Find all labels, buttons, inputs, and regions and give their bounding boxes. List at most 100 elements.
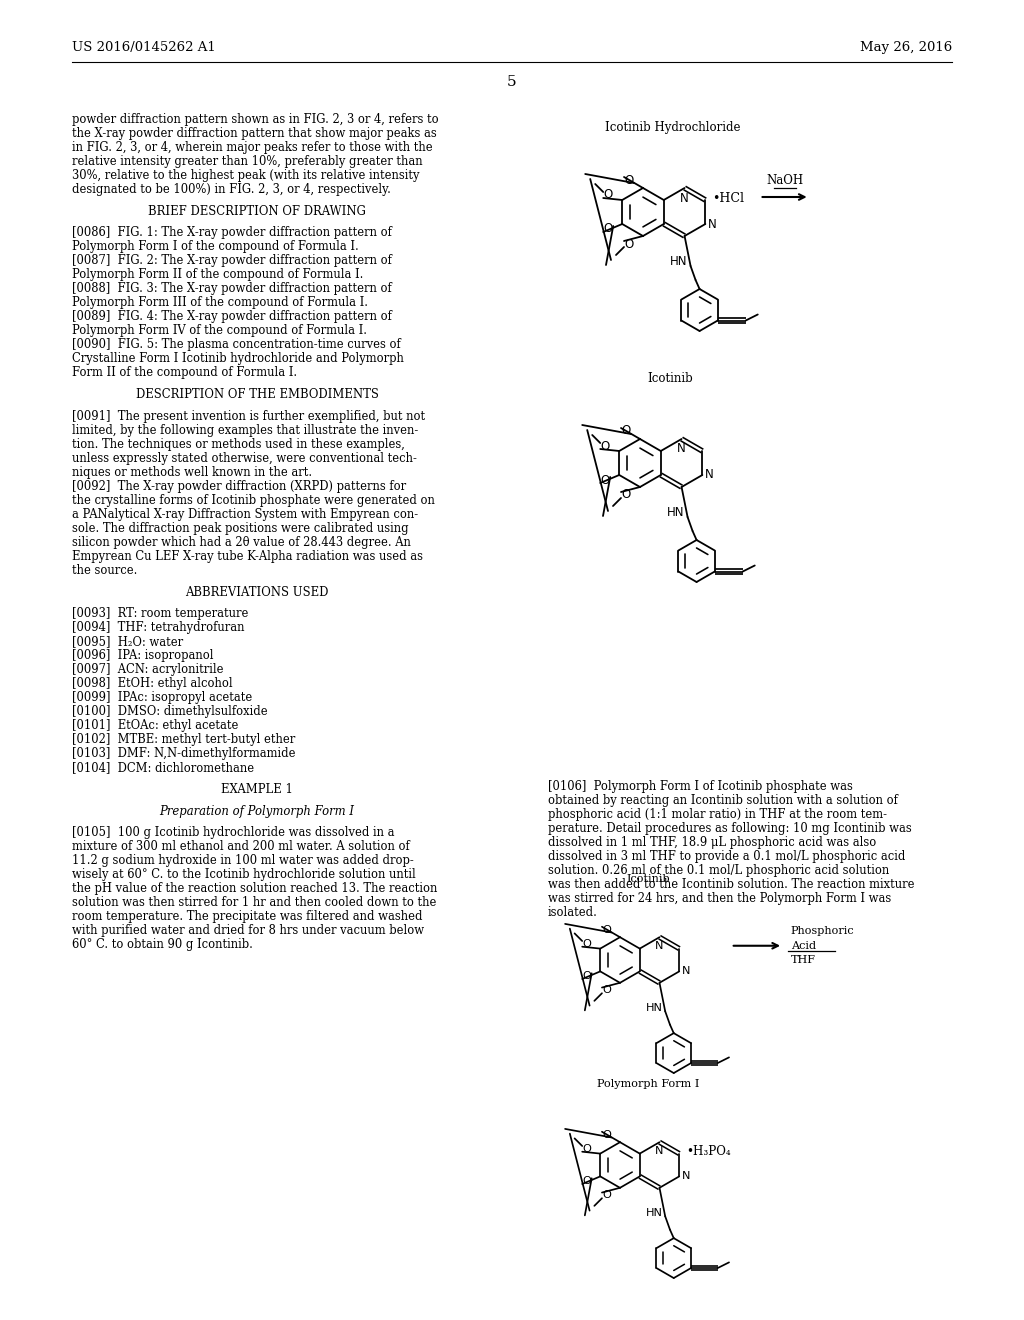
Text: [0093]  RT: room temperature: [0093] RT: room temperature — [72, 607, 249, 620]
Text: the crystalline forms of Icotinib phosphate were generated on: the crystalline forms of Icotinib phosph… — [72, 494, 435, 507]
Text: [0102]  MTBE: methyl tert-butyl ether: [0102] MTBE: methyl tert-butyl ether — [72, 733, 295, 746]
Text: wisely at 60° C. to the Icotinib hydrochloride solution until: wisely at 60° C. to the Icotinib hydroch… — [72, 869, 416, 882]
Text: Polymorph Form II of the compound of Formula I.: Polymorph Form II of the compound of For… — [72, 268, 364, 281]
Text: phosphoric acid (1:1 molar ratio) in THF at the room tem-: phosphoric acid (1:1 molar ratio) in THF… — [548, 808, 887, 821]
Text: N: N — [680, 191, 689, 205]
Text: BRIEF DESCRIPTION OF DRAWING: BRIEF DESCRIPTION OF DRAWING — [148, 205, 366, 218]
Text: [0101]  EtOAc: ethyl acetate: [0101] EtOAc: ethyl acetate — [72, 719, 239, 733]
Text: was then added to the Icontinib solution. The reaction mixture: was then added to the Icontinib solution… — [548, 878, 914, 891]
Text: Polymorph Form IV of the compound of Formula I.: Polymorph Form IV of the compound of For… — [72, 325, 367, 338]
Text: THF: THF — [791, 956, 815, 965]
Text: in FIG. 2, 3, or 4, wherein major peaks refer to those with the: in FIG. 2, 3, or 4, wherein major peaks … — [72, 141, 432, 154]
Text: HN: HN — [667, 506, 685, 519]
Text: 60° C. to obtain 90 g Icontinib.: 60° C. to obtain 90 g Icontinib. — [72, 939, 253, 952]
Text: [0091]  The present invention is further exemplified, but not: [0091] The present invention is further … — [72, 409, 425, 422]
Text: N: N — [655, 941, 664, 950]
Text: Icotinib Hydrochloride: Icotinib Hydrochloride — [605, 120, 740, 133]
Text: Crystalline Form I Icotinib hydrochloride and Polymorph: Crystalline Form I Icotinib hydrochlorid… — [72, 352, 403, 366]
Text: Polymorph Form I: Polymorph Form I — [597, 1080, 699, 1089]
Text: [0094]  THF: tetrahydrofuran: [0094] THF: tetrahydrofuran — [72, 622, 245, 634]
Text: obtained by reacting an Icontinib solution with a solution of: obtained by reacting an Icontinib soluti… — [548, 795, 898, 807]
Text: [0087]  FIG. 2: The X-ray powder diffraction pattern of: [0087] FIG. 2: The X-ray powder diffract… — [72, 255, 392, 268]
Text: O: O — [601, 440, 610, 453]
Text: solution. 0.26 ml of the 0.1 mol/L phosphoric acid solution: solution. 0.26 ml of the 0.1 mol/L phosp… — [548, 865, 889, 876]
Text: [0099]  IPAc: isopropyl acetate: [0099] IPAc: isopropyl acetate — [72, 692, 252, 704]
Text: O: O — [625, 173, 634, 186]
Text: Polymorph Form I of the compound of Formula I.: Polymorph Form I of the compound of Form… — [72, 240, 358, 253]
Text: was stirred for 24 hrs, and then the Polymorph Form I was: was stirred for 24 hrs, and then the Pol… — [548, 892, 891, 906]
Text: [0096]  IPA: isopropanol: [0096] IPA: isopropanol — [72, 649, 213, 663]
Text: [0098]  EtOH: ethyl alcohol: [0098] EtOH: ethyl alcohol — [72, 677, 232, 690]
Text: N: N — [677, 442, 686, 455]
Text: HN: HN — [645, 1208, 663, 1218]
Text: Form II of the compound of Formula I.: Form II of the compound of Formula I. — [72, 367, 297, 379]
Text: mixture of 300 ml ethanol and 200 ml water. A solution of: mixture of 300 ml ethanol and 200 ml wat… — [72, 841, 410, 853]
Text: [0086]  FIG. 1: The X-ray powder diffraction pattern of: [0086] FIG. 1: The X-ray powder diffract… — [72, 227, 392, 239]
Text: NaOH: NaOH — [766, 174, 803, 187]
Text: O: O — [625, 238, 634, 251]
Text: tion. The techniques or methods used in these examples,: tion. The techniques or methods used in … — [72, 438, 404, 451]
Text: room temperature. The precipitate was filtered and washed: room temperature. The precipitate was fi… — [72, 911, 423, 923]
Text: O: O — [583, 1176, 592, 1187]
Text: ABBREVIATIONS USED: ABBREVIATIONS USED — [185, 586, 329, 598]
Text: O: O — [583, 939, 592, 949]
Text: [0106]  Polymorph Form I of Icotinib phosphate was: [0106] Polymorph Form I of Icotinib phos… — [548, 780, 853, 793]
Text: O: O — [622, 425, 631, 437]
Text: dissolved in 1 ml THF, 18.9 μL phosphoric acid was also: dissolved in 1 ml THF, 18.9 μL phosphori… — [548, 836, 877, 849]
Text: solution was then stirred for 1 hr and then cooled down to the: solution was then stirred for 1 hr and t… — [72, 896, 436, 909]
Text: Empyrean Cu LEF X-ray tube K-Alpha radiation was used as: Empyrean Cu LEF X-ray tube K-Alpha radia… — [72, 550, 423, 562]
Text: DESCRIPTION OF THE EMBODIMENTS: DESCRIPTION OF THE EMBODIMENTS — [135, 388, 379, 401]
Text: niques or methods well known in the art.: niques or methods well known in the art. — [72, 466, 312, 479]
Text: HN: HN — [645, 1003, 663, 1014]
Text: the source.: the source. — [72, 564, 137, 577]
Text: N: N — [655, 1146, 664, 1155]
Text: [0088]  FIG. 3: The X-ray powder diffraction pattern of: [0088] FIG. 3: The X-ray powder diffract… — [72, 282, 392, 296]
Text: Acid: Acid — [791, 941, 816, 950]
Text: [0104]  DCM: dichloromethane: [0104] DCM: dichloromethane — [72, 762, 254, 775]
Text: O: O — [603, 189, 612, 202]
Text: N: N — [682, 966, 690, 977]
Text: O: O — [601, 474, 610, 487]
Text: •HCl: •HCl — [713, 191, 744, 205]
Text: Polymorph Form III of the compound of Formula I.: Polymorph Form III of the compound of Fo… — [72, 297, 368, 309]
Text: Phosphoric: Phosphoric — [791, 927, 854, 936]
Text: Icotinib: Icotinib — [627, 874, 671, 884]
Text: 30%, relative to the highest peak (with its relative intensity: 30%, relative to the highest peak (with … — [72, 169, 420, 182]
Text: US 2016/0145262 A1: US 2016/0145262 A1 — [72, 41, 216, 54]
Text: O: O — [602, 986, 611, 995]
Text: [0097]  ACN: acrylonitrile: [0097] ACN: acrylonitrile — [72, 663, 223, 676]
Text: [0089]  FIG. 4: The X-ray powder diffraction pattern of: [0089] FIG. 4: The X-ray powder diffract… — [72, 310, 392, 323]
Text: O: O — [583, 1144, 592, 1154]
Text: O: O — [603, 223, 612, 235]
Text: Icotinib: Icotinib — [647, 371, 693, 384]
Text: [0092]  The X-ray powder diffraction (XRPD) patterns for: [0092] The X-ray powder diffraction (XRP… — [72, 479, 407, 492]
Text: N: N — [682, 1171, 690, 1181]
Text: [0100]  DMSO: dimethylsulfoxide: [0100] DMSO: dimethylsulfoxide — [72, 705, 267, 718]
Text: HN: HN — [670, 255, 687, 268]
Text: sole. The diffraction peak positions were calibrated using: sole. The diffraction peak positions wer… — [72, 521, 409, 535]
Text: powder diffraction pattern shown as in FIG. 2, 3 or 4, refers to: powder diffraction pattern shown as in F… — [72, 114, 438, 125]
Text: designated to be 100%) in FIG. 2, 3, or 4, respectively.: designated to be 100%) in FIG. 2, 3, or … — [72, 183, 391, 195]
Text: limited, by the following examples that illustrate the inven-: limited, by the following examples that … — [72, 424, 418, 437]
Text: perature. Detail procedures as following: 10 mg Icontinib was: perature. Detail procedures as following… — [548, 822, 911, 836]
Text: dissolved in 3 ml THF to provide a 0.1 mol/L phosphoric acid: dissolved in 3 ml THF to provide a 0.1 m… — [548, 850, 905, 863]
Text: a PANalytical X-ray Diffraction System with Empyrean con-: a PANalytical X-ray Diffraction System w… — [72, 508, 418, 521]
Text: Preparation of Polymorph Form I: Preparation of Polymorph Form I — [160, 805, 354, 817]
Text: O: O — [602, 924, 611, 935]
Text: May 26, 2016: May 26, 2016 — [860, 41, 952, 54]
Text: silicon powder which had a 2θ value of 28.443 degree. An: silicon powder which had a 2θ value of 2… — [72, 536, 411, 549]
Text: [0090]  FIG. 5: The plasma concentration-time curves of: [0090] FIG. 5: The plasma concentration-… — [72, 338, 400, 351]
Text: [0095]  H₂O: water: [0095] H₂O: water — [72, 635, 183, 648]
Text: isolated.: isolated. — [548, 906, 598, 919]
Text: unless expressly stated otherwise, were conventional tech-: unless expressly stated otherwise, were … — [72, 451, 417, 465]
Text: 5: 5 — [507, 75, 517, 88]
Text: [0103]  DMF: N,N-dimethylformamide: [0103] DMF: N,N-dimethylformamide — [72, 747, 296, 760]
Text: O: O — [583, 972, 592, 981]
Text: the pH value of the reaction solution reached 13. The reaction: the pH value of the reaction solution re… — [72, 882, 437, 895]
Text: with purified water and dried for 8 hrs under vacuum below: with purified water and dried for 8 hrs … — [72, 924, 424, 937]
Text: the X-ray powder diffraction pattern that show major peaks as: the X-ray powder diffraction pattern tha… — [72, 127, 437, 140]
Text: O: O — [602, 1191, 611, 1200]
Text: O: O — [602, 1130, 611, 1139]
Text: relative intensity greater than 10%, preferably greater than: relative intensity greater than 10%, pre… — [72, 154, 423, 168]
Text: N: N — [708, 218, 717, 231]
